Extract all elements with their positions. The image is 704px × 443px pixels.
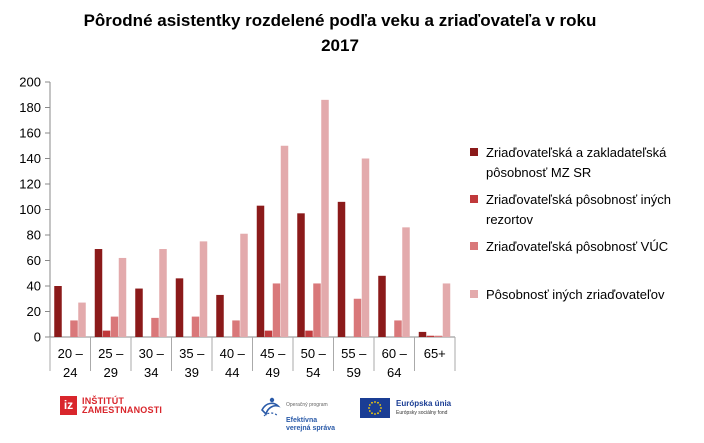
bar — [118, 257, 127, 337]
bar — [240, 233, 248, 337]
y-tick-label: 200 — [19, 75, 41, 90]
footer-logos: iz INŠTITÚT ZAMESTNANOSTI Operačný progr… — [0, 392, 704, 443]
bar — [175, 278, 184, 337]
bar — [110, 316, 119, 337]
bar — [232, 320, 240, 337]
y-tick-label: 160 — [19, 126, 41, 141]
bar — [305, 330, 313, 337]
eu-name: Európska únia — [396, 399, 452, 408]
y-tick-label: 20 — [27, 304, 41, 319]
bar — [353, 298, 362, 337]
x-tick-label: 65+ — [424, 346, 446, 361]
bar — [135, 288, 143, 337]
bar — [54, 286, 62, 337]
y-tick-label: 40 — [27, 279, 41, 294]
bar — [280, 145, 289, 337]
bar — [151, 317, 159, 337]
bar — [321, 99, 329, 337]
eu-flag-icon — [360, 398, 390, 418]
x-tick-label: 35 –39 — [179, 346, 205, 380]
legend-label: Zriaďovateľská pôsobnosť iných rezortov — [486, 192, 672, 227]
bars — [54, 99, 451, 337]
y-tick-label: 140 — [19, 151, 41, 166]
y-tick-label: 100 — [19, 202, 41, 217]
x-tick-label: 50 –54 — [301, 346, 327, 380]
x-tick-label: 60 –64 — [382, 346, 408, 380]
y-axis: 0 20 40 60 80 100 120 140 160 180 200 — [19, 75, 51, 345]
legend-swatch — [470, 195, 478, 203]
legend-swatch — [470, 242, 478, 250]
y-tick-label: 80 — [27, 228, 41, 243]
bar — [394, 320, 402, 337]
legend-label: Zriaďovateľská a zakladateľská pôsobnosť… — [486, 145, 667, 180]
x-tick-label: 20 –24 — [58, 346, 84, 380]
legend-label: Pôsobnosť iných zriaďovateľov — [486, 287, 665, 302]
bar — [434, 335, 443, 337]
chart-plot: 0 20 40 60 80 100 120 140 160 180 200 20 –24 25 –29… — [19, 75, 456, 380]
legend-swatch — [470, 148, 478, 156]
x-tick-label: 30 –34 — [139, 346, 165, 380]
legend-swatch — [470, 290, 478, 298]
bar — [361, 158, 370, 337]
bar — [402, 227, 410, 337]
person-swirl-icon — [261, 397, 281, 417]
bar — [159, 249, 167, 337]
bar — [442, 283, 451, 337]
bar — [297, 213, 305, 337]
iz-mark: iz — [60, 396, 77, 415]
bar — [216, 294, 224, 337]
iz-name: INŠTITÚT ZAMESTNANOSTI — [82, 396, 163, 415]
bar — [256, 205, 265, 337]
legend-label: Zriaďovateľská pôsobnosť VÚC — [486, 239, 669, 254]
bar — [191, 316, 200, 337]
bar — [70, 320, 78, 337]
bar — [78, 302, 86, 337]
ovs-name: Efektívna verejná správa — [286, 417, 336, 432]
x-tick-label: 25 –29 — [98, 346, 124, 380]
bar — [378, 275, 386, 337]
bar — [313, 283, 321, 337]
x-tick-label: 40 –44 — [220, 346, 246, 380]
y-tick-label: 120 — [19, 177, 41, 192]
bar — [337, 201, 346, 337]
y-tick-label: 60 — [27, 253, 41, 268]
x-axis: 20 –24 25 –29 30 –34 35 –39 40 –44 45 –49 50 –… — [49, 336, 456, 380]
y-tick-label: 0 — [34, 330, 41, 345]
x-tick-label: 45 –49 — [260, 346, 286, 380]
bar — [418, 331, 427, 337]
ovs-program-label: Operačný program — [286, 402, 328, 408]
bar — [426, 335, 435, 337]
bar — [102, 330, 111, 337]
bar — [94, 249, 103, 337]
bar — [272, 283, 281, 337]
bar — [264, 330, 273, 337]
x-tick-label: 55 –59 — [341, 346, 367, 380]
y-tick-label: 180 — [19, 100, 41, 115]
eu-fund: Európsky sociálny fond — [396, 410, 448, 416]
chart-title: Pôrodné asistentky rozdelené podľa veku … — [83, 11, 597, 55]
bar — [199, 241, 208, 337]
